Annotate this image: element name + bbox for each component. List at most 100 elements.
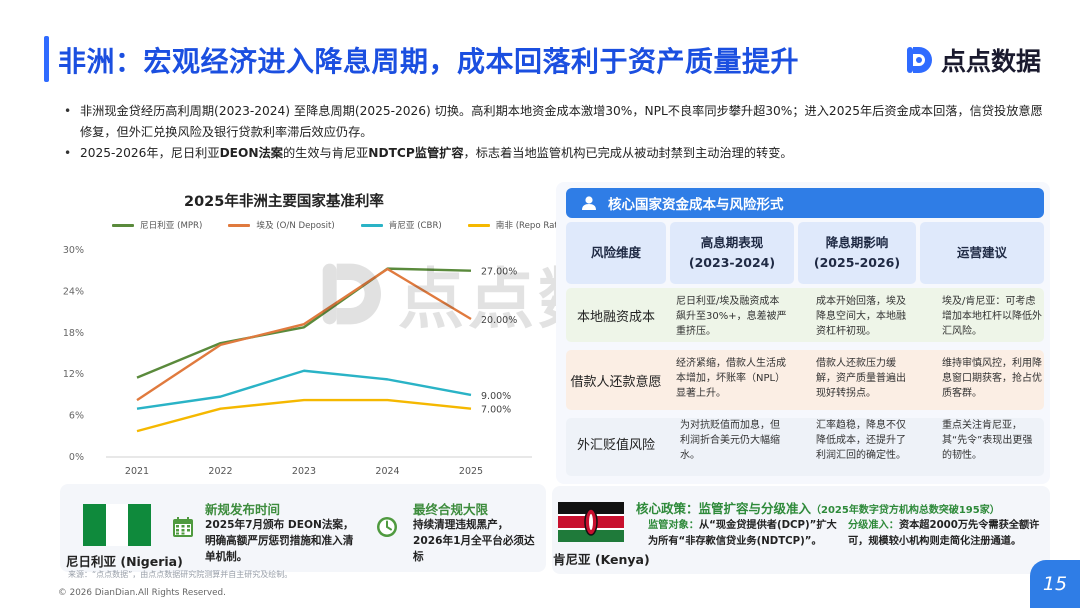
col-header-dimension: 风险维度 <box>566 222 666 284</box>
series-line-0 <box>136 267 472 379</box>
col-header-subtext: (2025-2026) <box>813 255 901 270</box>
table-row-fx-risk <box>566 418 1044 476</box>
y-tick-label: 0% <box>69 452 84 463</box>
kenya-card <box>552 486 1050 574</box>
risk-table-title: 核心国家资金成本与风险形式 <box>608 197 784 213</box>
bullet-bold-ndtcp: NDTCP监管扩容 <box>368 146 464 160</box>
kenya-policy-title-text: 核心政策：监管扩容与分级准入 <box>636 501 812 516</box>
deadline-title: 最终合规大限 <box>413 502 489 517</box>
x-tick-label: 2025 <box>459 466 483 477</box>
table-cell: 成本开始回落，埃及降息空间大，本地融资杠杆初现。 <box>816 296 906 337</box>
table-cell: 尼日利亚/埃及融资成本飙升至30%+，息差被严重挤压。 <box>676 296 787 337</box>
series-line-3 <box>136 398 472 433</box>
row-label: 外汇贬值风险 <box>576 437 655 453</box>
series-end-label: 9.00% <box>481 391 511 402</box>
release-body: 2025年7月颁布 DEON法案，明确高额严厉惩罚措施和准入清单机制。 <box>205 519 354 563</box>
table-cell: 维持审慎风控，利用降息窗口期获客，抢占优质客群。 <box>942 358 1042 399</box>
legend-swatch <box>467 223 490 227</box>
col-header-subtext: (2023-2024) <box>688 255 776 270</box>
calendar-icon <box>173 517 193 537</box>
flag-stripe <box>128 504 151 546</box>
y-tick-label: 30% <box>63 245 84 256</box>
page-number: 15 <box>1030 560 1080 608</box>
series-end-label: 20.00% <box>481 315 517 326</box>
x-tick-label: 2024 <box>375 466 399 477</box>
legend-swatch <box>360 223 383 227</box>
kenya-target-text: 监管对象：从“现金贷提供者(DCP)”扩大为所有“非存款信贷业务(NDTCP)”… <box>648 518 842 550</box>
kenya-policy-title: 核心政策：监管扩容与分级准入（2025年数字贷方机构总数突破195家） <box>636 498 1000 517</box>
copyright: © 2026 DianDian.All Rights Reserved. <box>58 588 226 598</box>
legend-label: 埃及 (O/N Deposit) <box>256 221 335 231</box>
flag-stripe <box>83 504 106 546</box>
summary-bullets: 非洲现金贷经历高利周期(2023-2024) 至降息周期(2025-2026) … <box>62 101 1052 164</box>
bullet-text: 2025-2026年，尼日利亚 <box>80 146 220 160</box>
table-cell: 重点关注肯尼亚，其“先令”表现出更强的韧性。 <box>942 420 1033 461</box>
deadline-body: 持续清理违规黑产，2026年1月全平台必须达标 <box>413 519 535 563</box>
source-note: 来源：“点点数据”，由点点数据研究院测算并自主研究及绘制。 <box>68 570 293 579</box>
col-header-text: 降息期影响 <box>825 235 889 250</box>
logo-text: 点点数据 <box>941 47 1042 76</box>
y-tick-label: 24% <box>63 286 84 297</box>
row-label: 借款人还款意愿 <box>570 374 662 390</box>
kenya-target-body: 从“现金贷提供者(DCP)”扩大为所有“非存款信贷业务(NDTCP)”。 <box>648 520 837 547</box>
nigeria-flag-icon <box>83 504 151 546</box>
kenya-policy-note: （2025年数字贷方机构总数突破195家） <box>811 505 1000 516</box>
legend-swatch <box>112 223 134 227</box>
legend-label: 肯尼亚 (CBR) <box>388 221 442 231</box>
table-row-repayment <box>566 350 1044 410</box>
table-cell: 为对抗贬值而加息，但利润折合美元仍大幅缩水。 <box>680 420 780 461</box>
bullet-item: 非洲现金贷经历高利周期(2023-2024) 至降息周期(2025-2026) … <box>62 101 1052 143</box>
brand-logo: 点点数据 <box>905 42 1041 78</box>
bullet-text: 非洲现金贷经历高利周期(2023-2024) 至降息周期(2025-2026) … <box>80 104 1043 139</box>
title-accent-bar <box>44 36 49 82</box>
flag-stripe <box>105 504 129 546</box>
bullet-text: ，标志着当地监管机构已完成从被动封禁到主动治理的转变。 <box>463 146 793 160</box>
risk-table-header: 核心国家资金成本与风险形式 <box>566 188 1044 218</box>
table-cell: 汇率趋稳，降息不仅降低成本，还提升了利润汇回的确定性。 <box>816 420 906 461</box>
kenya-target-label: 监管对象： <box>648 520 699 531</box>
page-title: 非洲：宏观经济进入降息周期，成本回落利于资产质量提升 <box>58 45 800 78</box>
series-end-label: 27.00% <box>481 267 517 278</box>
legend-item: 南非 (Repo Rate) <box>467 219 567 231</box>
clock-icon <box>377 517 397 537</box>
nigeria-country-label: 尼日利亚 (Nigeria) <box>66 554 183 569</box>
legend-label: 南非 (Repo Rate) <box>495 221 567 231</box>
series-line-2 <box>136 369 472 410</box>
table-cell: 经济紧缩，借款人生活成本增加，坏账率（NPL）显著上升。 <box>676 358 786 399</box>
series-end-label: 7.00% <box>481 405 511 416</box>
legend-item: 肯尼亚 (CBR) <box>360 219 442 231</box>
release-title: 新规发布时间 <box>205 502 281 517</box>
diandian-logo-icon <box>907 47 932 73</box>
legend-item: 尼日利亚 (MPR) <box>112 219 202 231</box>
chart-legend: 尼日利亚 (MPR) 埃及 (O/N Deposit) 肯尼亚 (CBR) 南非… <box>112 219 566 231</box>
legend-label: 尼日利亚 (MPR) <box>140 221 203 231</box>
col-header-advice: 运营建议 <box>920 222 1044 284</box>
bullet-text: 的生效与肯尼亚 <box>282 146 369 160</box>
kenya-tier-label: 分级准入： <box>848 520 899 531</box>
col-header-high-rate: 高息期表现 (2023-2024) <box>670 222 794 284</box>
kenya-tier-body: 资本超2000万先令需获全额许可，规模较小机构则走简化注册通道。 <box>848 520 1040 547</box>
table-row-funding-cost <box>566 288 1044 342</box>
col-header-text: 风险维度 <box>590 245 641 260</box>
kenya-country-label: 肯尼亚 (Kenya) <box>553 552 650 567</box>
watermark-logo-icon <box>322 263 381 325</box>
kenya-flag-icon <box>558 502 624 542</box>
x-tick-label: 2021 <box>125 466 149 477</box>
table-cell: 埃及/肯尼亚：可考虑增加本地杠杆以降低外汇风险。 <box>942 296 1042 337</box>
col-header-text: 运营建议 <box>956 245 1007 260</box>
x-tick-label: 2023 <box>292 466 316 477</box>
series-line-1 <box>136 267 472 402</box>
col-header-rate-cut: 降息期影响 (2025-2026) <box>798 222 916 284</box>
y-tick-label: 6% <box>69 411 84 422</box>
bullet-bold-deon: DEON法案 <box>219 146 283 160</box>
kenya-tier-text: 分级准入：资本超2000万先令需获全额许可，规模较小机构则走简化注册通道。 <box>848 518 1044 550</box>
y-tick-label: 12% <box>63 369 84 380</box>
x-tick-label: 2022 <box>208 466 232 477</box>
legend-swatch <box>228 223 251 227</box>
y-tick-label: 18% <box>63 328 84 339</box>
table-cell: 借款人还款压力缓解，资产质量普遍出现好转拐点。 <box>816 358 906 399</box>
row-label: 本地融资成本 <box>576 309 655 325</box>
interest-rate-line-chart: 0% 6% 12% 18% 24% 30% 2021 2022 2023 2024 2025 27.0… <box>63 245 532 477</box>
bullet-item: 2025-2026年，尼日利亚DEON法案的生效与肯尼亚NDTCP监管扩容，标志… <box>62 143 1052 164</box>
col-header-text: 高息期表现 <box>700 235 764 250</box>
